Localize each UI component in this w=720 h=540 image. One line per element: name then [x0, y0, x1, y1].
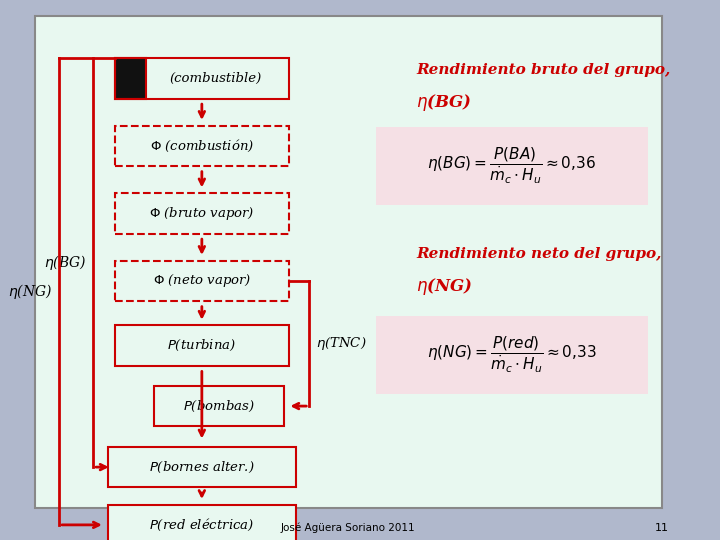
FancyBboxPatch shape — [35, 16, 662, 508]
Text: $\Phi$ (bruto vapor): $\Phi$ (bruto vapor) — [149, 205, 255, 222]
Text: $\eta$(BG): $\eta$(BG) — [44, 253, 86, 272]
Text: $\eta(BG) = \dfrac{P(BA)}{\dot{m}_c \cdot H_u} \approx 0{,}36$: $\eta(BG) = \dfrac{P(BA)}{\dot{m}_c \cdo… — [427, 146, 596, 186]
FancyBboxPatch shape — [115, 126, 289, 166]
Text: Rendimiento bruto del grupo,: Rendimiento bruto del grupo, — [416, 63, 671, 77]
Text: (combustible): (combustible) — [169, 72, 261, 85]
FancyBboxPatch shape — [115, 193, 289, 233]
FancyBboxPatch shape — [115, 58, 145, 98]
FancyBboxPatch shape — [108, 504, 295, 540]
Text: 11: 11 — [654, 523, 668, 533]
FancyBboxPatch shape — [154, 386, 284, 427]
Text: $\Phi$ (neto vapor): $\Phi$ (neto vapor) — [153, 272, 251, 289]
FancyBboxPatch shape — [376, 127, 648, 205]
Text: $P$(bombas): $P$(bombas) — [183, 399, 255, 414]
Text: $\eta$(BG): $\eta$(BG) — [416, 92, 472, 113]
Text: $\eta(NG) = \dfrac{P(red)}{\dot{m}_c \cdot H_u} \approx 0{,}33$: $\eta(NG) = \dfrac{P(red)}{\dot{m}_c \cd… — [427, 335, 597, 375]
Text: $\Phi$ (combustión): $\Phi$ (combustión) — [150, 138, 254, 154]
Text: $P$(red eléctrica): $P$(red eléctrica) — [149, 517, 254, 533]
Text: Rendimiento neto del grupo,: Rendimiento neto del grupo, — [416, 247, 662, 261]
Text: $\eta$(TNC): $\eta$(TNC) — [316, 335, 366, 352]
Text: $\eta$(NG): $\eta$(NG) — [416, 276, 473, 296]
Text: José Agüera Soriano 2011: José Agüera Soriano 2011 — [281, 523, 415, 533]
FancyBboxPatch shape — [376, 316, 648, 394]
FancyBboxPatch shape — [108, 447, 295, 487]
Text: $P$(turbina): $P$(turbina) — [167, 338, 236, 353]
FancyBboxPatch shape — [115, 261, 289, 301]
FancyBboxPatch shape — [115, 325, 289, 366]
Text: $\eta$(NG): $\eta$(NG) — [8, 282, 53, 301]
Text: $P$(bornes alter.): $P$(bornes alter.) — [149, 460, 255, 475]
